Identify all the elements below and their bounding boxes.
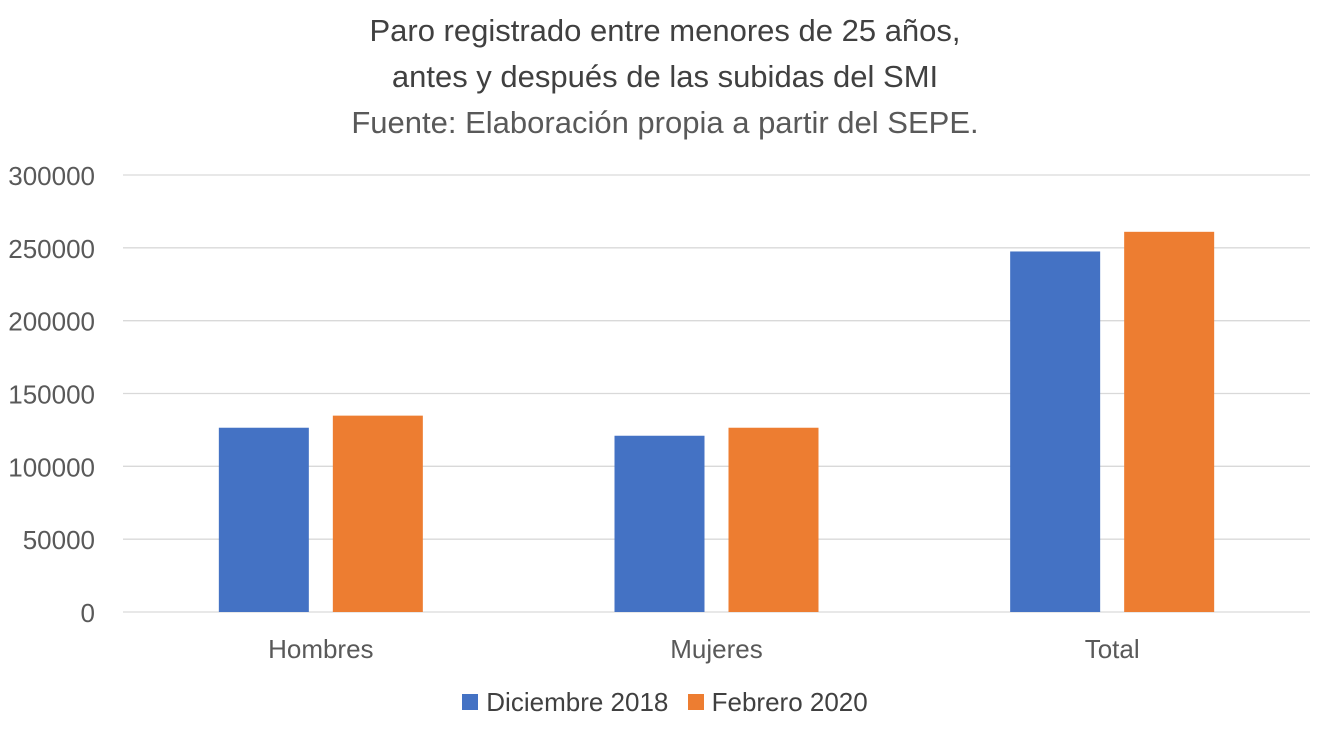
x-tick-label: Hombres [268, 634, 373, 664]
legend-label-febrero-2020: Febrero 2020 [711, 686, 868, 717]
bar-hombres-febrero-2020 [332, 415, 423, 612]
y-tick-label: 0 [81, 598, 95, 628]
x-tick-label: Mujeres [670, 634, 762, 664]
x-tick-label: Total [1085, 634, 1140, 664]
y-tick-label: 150000 [8, 380, 95, 410]
legend-swatch-diciembre-2018 [462, 694, 479, 710]
y-tick-label: 100000 [8, 452, 95, 482]
bar-hombres-diciembre-2018 [218, 427, 309, 612]
legend-item-febrero-2020: Febrero 2020 [687, 686, 868, 718]
chart-subtitle: Fuente: Elaboración propia a partir del … [351, 105, 979, 140]
bar-mujeres-febrero-2020 [728, 427, 819, 612]
bar-chart: 0 50000 100000 150000 200000 250000 300000 Homb… [8, 161, 1310, 664]
chart-title-line-2: antes y después de las subidas del SMI [391, 59, 939, 94]
chart-title-block: Paro registrado entre menores de 25 años… [0, 8, 1330, 146]
y-tick-label: 250000 [8, 234, 95, 264]
bar-total-diciembre-2018 [1010, 251, 1101, 612]
y-tick-label: 200000 [8, 307, 95, 337]
chart-title-line-1: Paro registrado entre menores de 25 años… [369, 13, 961, 48]
legend-item-diciembre-2018: Diciembre 2018 [462, 687, 668, 718]
bar-total-febrero-2020 [1124, 231, 1215, 612]
y-tick-label: 300000 [8, 161, 95, 191]
legend: Diciembre 2018 Febrero 2020 [0, 686, 1330, 718]
legend-swatch-febrero-2020 [687, 694, 704, 710]
legend-label-diciembre-2018: Diciembre 2018 [486, 686, 669, 717]
y-tick-label: 50000 [23, 525, 95, 555]
bar-mujeres-diciembre-2018 [614, 435, 705, 612]
